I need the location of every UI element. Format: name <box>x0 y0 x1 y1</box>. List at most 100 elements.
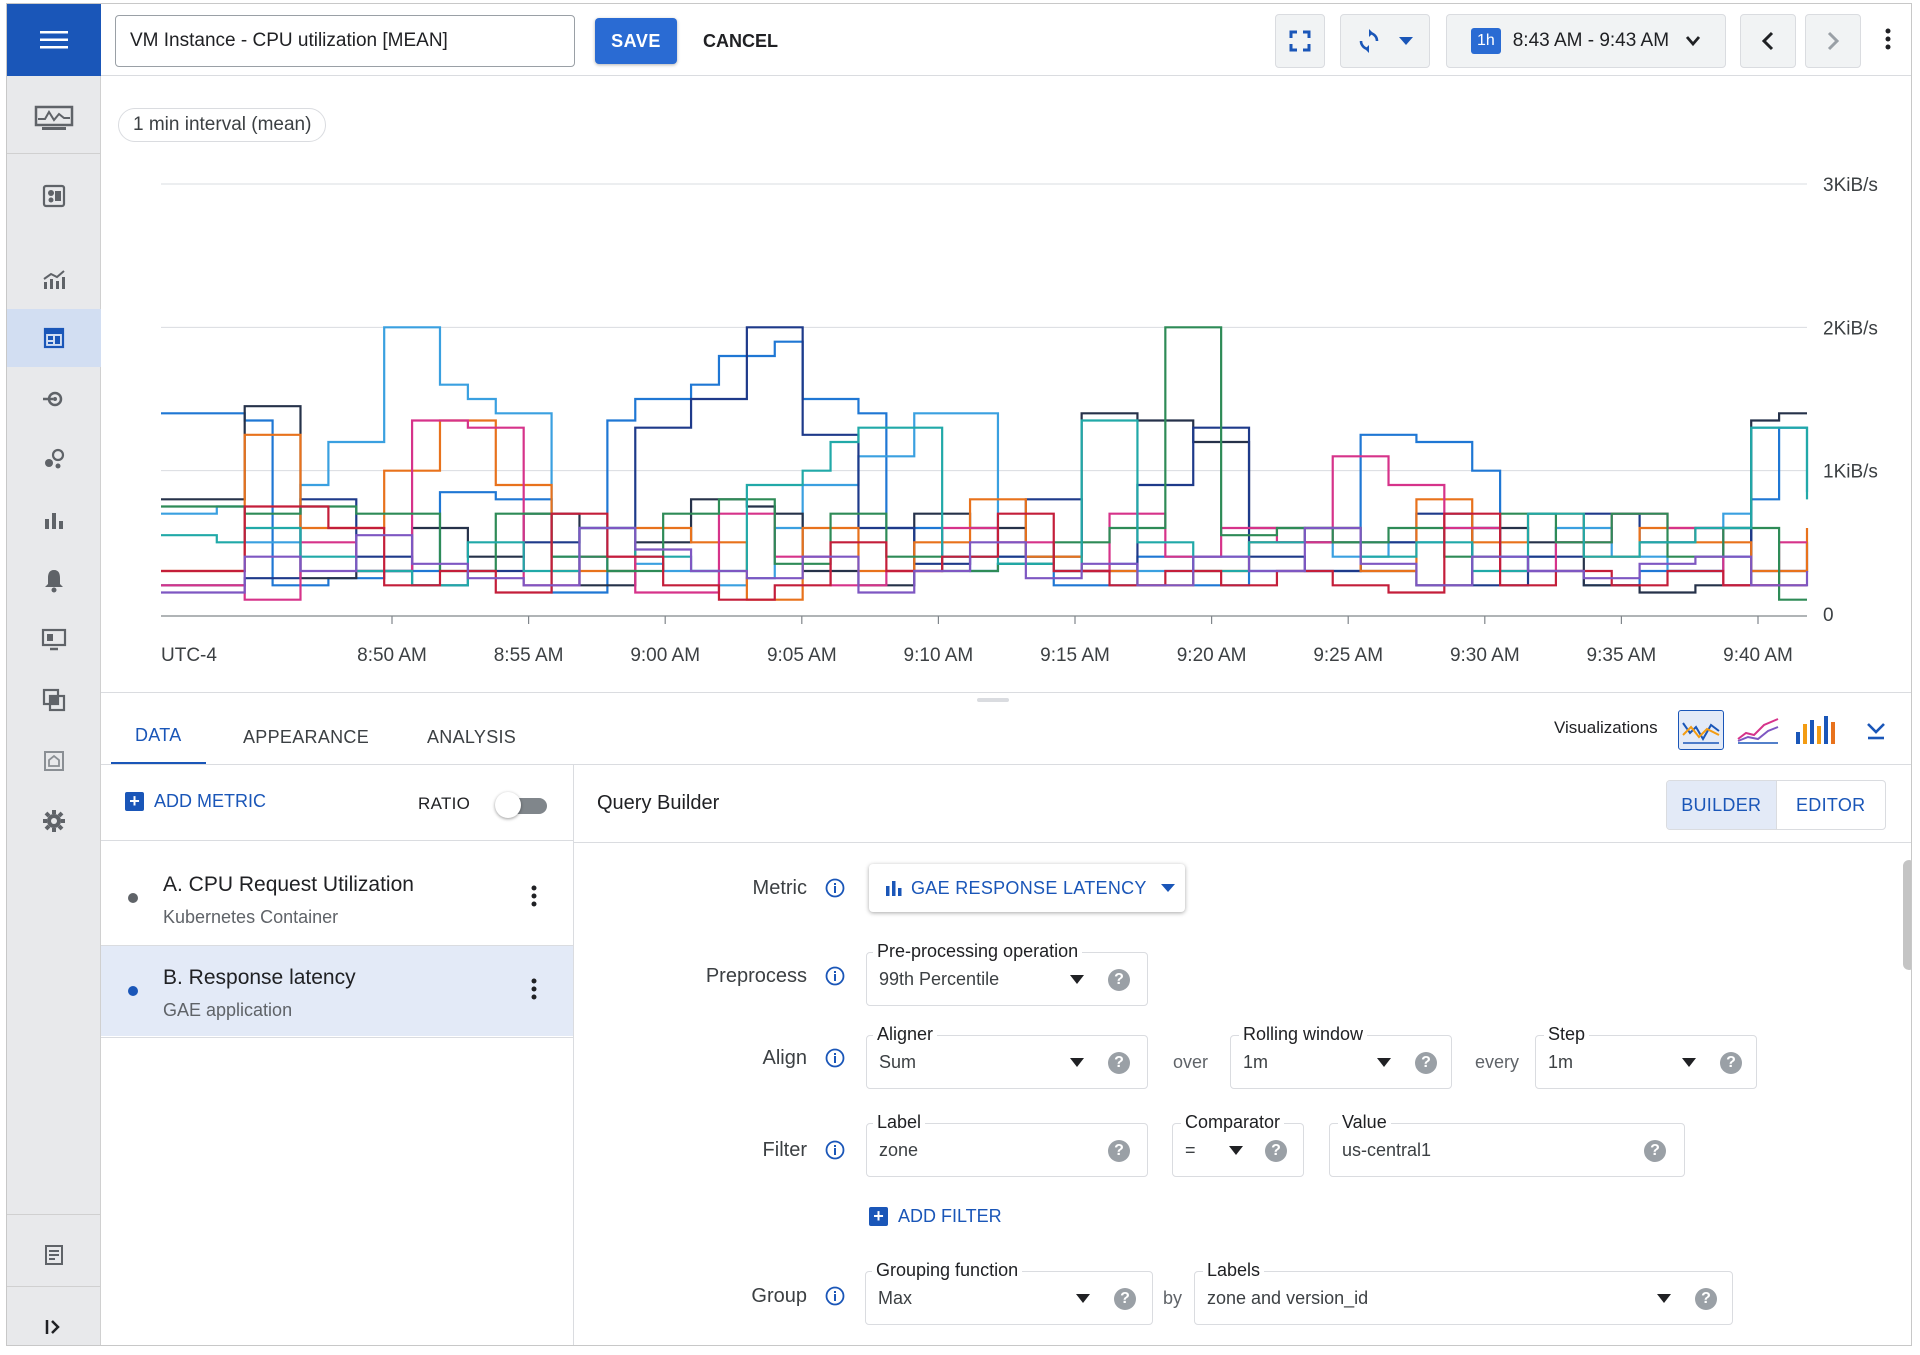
more-visualizations-button[interactable] <box>1853 710 1899 750</box>
metric-selector[interactable]: GAE RESPONSE LATENCY <box>869 864 1185 912</box>
rolling-window-select[interactable]: Rolling window 1m ? <box>1230 1024 1452 1089</box>
sidebar-item-settings-home[interactable] <box>7 732 101 790</box>
help-icon[interactable]: ? <box>1265 1140 1287 1162</box>
metrics-divider <box>101 840 573 841</box>
interval-chip: 1 min interval (mean) <box>118 108 327 142</box>
sidebar-item-settings[interactable] <box>7 792 101 850</box>
sidebar-item-release-notes[interactable] <box>7 1226 101 1284</box>
sidebar-item-dashboards[interactable] <box>7 309 101 367</box>
refresh-icon <box>1359 29 1379 53</box>
monitor-icon <box>41 628 67 651</box>
sidebar-item-uptime[interactable] <box>7 370 101 428</box>
cancel-button[interactable]: CANCEL <box>691 18 790 64</box>
info-icon[interactable] <box>825 878 845 898</box>
metrics-divider <box>101 945 573 946</box>
time-forward-button[interactable] <box>1805 14 1861 68</box>
viz-stacked-bar-button[interactable] <box>1793 710 1839 750</box>
help-icon[interactable]: ? <box>1108 1052 1130 1074</box>
metric-menu-button[interactable] <box>531 978 537 1005</box>
grouping-function-value: Max <box>878 1288 913 1308</box>
time-range-selector[interactable]: 1h 8:43 AM - 9:43 AM <box>1446 14 1726 68</box>
tab-data[interactable]: DATA <box>111 709 206 765</box>
filter-label-input[interactable]: Label zone ? <box>866 1112 1148 1177</box>
info-icon[interactable] <box>825 966 845 986</box>
x-tick-label: 9:10 AM <box>904 645 974 664</box>
ratio-label: RATIO <box>418 794 471 813</box>
viz-line-button[interactable] <box>1678 710 1724 750</box>
metric-item-a[interactable]: A. CPU Request Utilization Kubernetes Co… <box>101 853 573 943</box>
comparator-select[interactable]: Comparator = ? <box>1172 1112 1304 1177</box>
main-menu-button[interactable] <box>7 4 101 76</box>
auto-refresh-button[interactable] <box>1340 14 1430 68</box>
info-icon[interactable] <box>825 1286 845 1306</box>
add-metric-button[interactable]: + ADD METRIC <box>125 791 266 812</box>
editor-mode-button[interactable]: EDITOR <box>1796 794 1866 815</box>
info-icon[interactable] <box>825 1048 845 1068</box>
save-button[interactable]: SAVE <box>595 18 677 64</box>
line-chart-icon <box>1682 722 1720 744</box>
chevron-right-icon <box>1827 31 1840 51</box>
rolling-window-value: 1m <box>1243 1052 1269 1072</box>
x-tick-label: 9:30 AM <box>1450 645 1520 664</box>
sidebar-item-slo[interactable] <box>7 491 101 549</box>
help-icon[interactable]: ? <box>1108 969 1130 991</box>
release-notes-icon <box>45 1245 63 1265</box>
group-labels-select[interactable]: Labels zone and version_id ? <box>1194 1260 1733 1325</box>
filter-value-value: us-central1 <box>1342 1140 1432 1160</box>
y-tick-label: 2KiB/s <box>1823 318 1878 339</box>
help-icon[interactable]: ? <box>1720 1052 1742 1074</box>
sidebar-item-overview[interactable] <box>7 167 101 225</box>
preprocess-select[interactable]: Pre-processing operation 99th Percentile… <box>866 941 1148 1006</box>
viz-stacked-area-button[interactable] <box>1735 710 1781 750</box>
group-labels-value: zone and version_id <box>1207 1288 1369 1308</box>
metric-subtitle: GAE application <box>163 1000 293 1020</box>
help-icon[interactable]: ? <box>1114 1288 1136 1310</box>
sidebar-item-metrics-explorer[interactable] <box>7 250 101 308</box>
plus-icon: + <box>869 1207 888 1226</box>
caret-down-icon <box>1377 1058 1391 1067</box>
builder-mode-button[interactable]: BUILDER <box>1667 781 1777 829</box>
filter-value-input[interactable]: Value us-central1 ? <box>1329 1112 1685 1177</box>
series-line <box>161 326 1809 587</box>
tab-analysis[interactable]: ANALYSIS <box>427 726 517 747</box>
ratio-toggle[interactable] <box>495 792 551 818</box>
fullscreen-button[interactable] <box>1275 14 1325 68</box>
query-builder-title: Query Builder <box>597 792 720 814</box>
sidebar-item-monitor[interactable] <box>7 611 101 669</box>
help-icon[interactable]: ? <box>1644 1140 1666 1162</box>
help-icon[interactable]: ? <box>1415 1052 1437 1074</box>
monitoring-logo <box>7 84 101 154</box>
slo-icon <box>45 513 63 529</box>
metric-menu-button[interactable] <box>531 885 537 912</box>
aligner-select[interactable]: Aligner Sum ? <box>866 1024 1148 1089</box>
metric-item-b[interactable]: B. Response latency GAE application <box>101 946 573 1036</box>
add-filter-button[interactable]: + ADD FILTER <box>869 1206 1002 1227</box>
time-back-button[interactable] <box>1740 14 1796 68</box>
step-value: 1m <box>1548 1052 1574 1072</box>
info-icon[interactable] <box>825 1140 845 1160</box>
x-tick-label: 9:20 AM <box>1177 645 1247 664</box>
sidebar-item-services[interactable] <box>7 430 101 488</box>
help-icon[interactable]: ? <box>1108 1140 1130 1162</box>
chart-title-input[interactable] <box>115 15 575 67</box>
more-vert-icon <box>531 978 537 1000</box>
query-builder-divider <box>573 842 1911 843</box>
resize-handle[interactable] <box>977 698 1009 702</box>
sidebar-item-alerting[interactable] <box>7 551 101 609</box>
y-tick-label: 0 <box>1823 605 1834 626</box>
sidebar-item-groups[interactable] <box>7 671 101 729</box>
help-icon[interactable]: ? <box>1695 1288 1717 1310</box>
query-builder-scrollbar[interactable] <box>1903 860 1911 970</box>
rail-divider <box>7 1214 101 1215</box>
align-row-label: Align <box>762 1047 807 1069</box>
x-tick-label: 9:05 AM <box>767 645 837 664</box>
series-line <box>161 419 1807 601</box>
collapse-rail-button[interactable] <box>7 1298 101 1345</box>
every-label: every <box>1475 1052 1520 1072</box>
stacked-bar-icon <box>1796 716 1835 744</box>
tab-appearance[interactable]: APPEARANCE <box>243 726 370 747</box>
toggle-knob <box>495 792 521 818</box>
step-select[interactable]: Step 1m ? <box>1535 1024 1757 1089</box>
grouping-function-select[interactable]: Grouping function Max ? <box>865 1260 1153 1325</box>
more-options-button[interactable] <box>1885 28 1891 55</box>
